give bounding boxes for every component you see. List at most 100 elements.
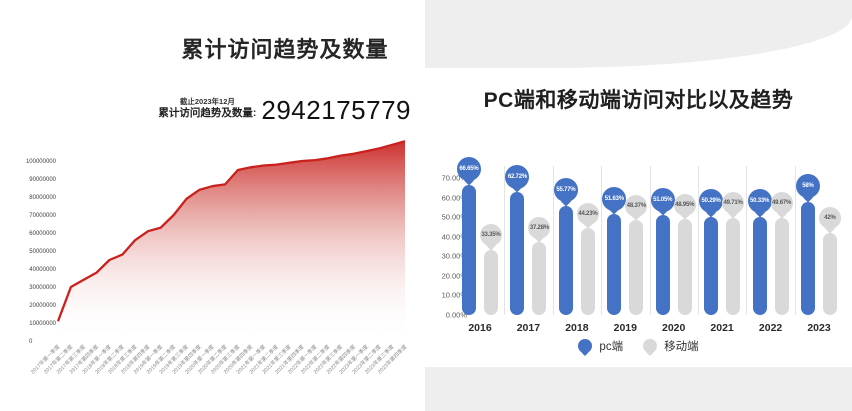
balloon-tail (679, 209, 690, 220)
legend-label: 移动端 (664, 341, 699, 353)
total-caption-label: 累计访问趋势及数量: (158, 107, 257, 120)
y-axis-tick: 60.00% (441, 192, 467, 202)
pc-value-label-2019: 51.63% (602, 186, 627, 215)
pc-bar-2020[interactable] (655, 215, 670, 315)
percent-text: 44.23% (578, 210, 598, 217)
mobile-value-label-2017: 37.28% (528, 216, 551, 243)
pc-bar-2019[interactable] (607, 214, 622, 315)
balloon-tail (560, 196, 571, 207)
percent-text: 51.63% (604, 195, 624, 202)
y-axis-tick: 40000000 (29, 267, 56, 273)
percent-text: 49.71% (723, 200, 743, 207)
percent-text: 33.35% (481, 232, 501, 239)
asof-date-label: 截止2023年12月 (179, 97, 235, 106)
balloon-tail (803, 192, 813, 202)
year-separator-line (794, 166, 796, 315)
mobile-bar-2020[interactable] (677, 219, 692, 315)
legend-item-pc[interactable]: pc端 (578, 338, 623, 357)
legend-marker-icon (643, 339, 658, 357)
percent-text: 42% (824, 215, 836, 222)
total-value: 2942175779 (261, 94, 411, 125)
cumulative-area-chart: 0 10000000 20000000 30000000 40000000 5000000… (26, 140, 409, 375)
y-axis-tick: 50000000 (29, 249, 56, 255)
pc-bar-2023[interactable] (801, 201, 815, 315)
balloon-tail (464, 175, 474, 186)
mobile-value-label-2019: 48.37% (625, 194, 648, 221)
y-axis-tick: 10.00% (441, 290, 467, 300)
year-separator-line (697, 166, 699, 315)
percent-text: 66.65% (459, 166, 479, 173)
mobile-bar-2017[interactable] (532, 242, 547, 315)
y-axis-tick: 100000000 (26, 159, 57, 165)
decorative-band-bottom (425, 367, 852, 411)
area-fill (58, 141, 405, 341)
x-axis-year-label: 2016 (468, 322, 492, 334)
cumulative-total-labels: 截止2023年12月 累计访问趋势及数量: (158, 97, 256, 123)
pc-bar-2022[interactable] (752, 216, 767, 315)
percent-text: 51.05% (653, 196, 673, 203)
balloon-tail (728, 208, 739, 219)
y-axis-tick: 70000000 (29, 213, 56, 219)
pc-mobile-panel: PC端和移动端访问对比以及趋势 70.00% 60.00% 50.00% 40.00%… (425, 0, 852, 411)
trend-line (56, 140, 406, 322)
percent-text: 37.28% (529, 224, 549, 231)
balloon-tail (657, 205, 668, 216)
right-chart-title: PC端和移动端访问对比以及趋势 (483, 89, 794, 112)
pc-value-label-2016: 66.65% (457, 157, 481, 186)
pc-value-label-2021: 50.29% (699, 189, 724, 218)
year-separator-line (649, 166, 651, 315)
mobile-value-label-2021: 49.71% (722, 192, 745, 219)
balloon-tail (609, 204, 620, 215)
mobile-bar-2021[interactable] (726, 217, 741, 315)
percent-text: 55.77% (556, 187, 576, 194)
x-axis-year-label: 2023 (807, 322, 831, 334)
year-separator-line (504, 166, 506, 315)
y-axis-tick: 70.00% (441, 173, 467, 183)
mobile-bar-2016[interactable] (484, 249, 498, 315)
mobile-bar-2018[interactable] (580, 228, 595, 315)
balloon-tail (825, 223, 835, 234)
y-axis-tick: 20000000 (29, 303, 56, 309)
year-separator-line (601, 166, 603, 315)
x-axis-year-label: 2019 (613, 322, 637, 334)
year-separator-line (746, 166, 748, 315)
y-axis-tick: 40.00% (441, 231, 467, 241)
pc-value-label-2023: 58% (796, 174, 820, 202)
x-axis-year-label: 2021 (710, 322, 734, 334)
percent-text: 50.33% (750, 198, 770, 204)
legend-item-mobile[interactable]: 移动端 (643, 338, 699, 357)
pc-value-label-2022: 50.33% (747, 189, 772, 217)
mobile-bar-2019[interactable] (629, 220, 644, 315)
x-axis-year-label: 2020 (662, 322, 686, 334)
balloon-tail (486, 240, 496, 251)
balloon-tail (754, 207, 765, 217)
y-axis-tick: 10000000 (29, 321, 56, 327)
balloon-tail (776, 208, 787, 219)
balloon-tail (512, 182, 523, 193)
mobile-value-label-2020: 48.95% (673, 193, 696, 220)
year-separator-line (552, 166, 554, 315)
balloon-tail (582, 218, 593, 229)
x-axis-year-label: 2018 (565, 322, 589, 334)
x-axis-year-label: 2017 (516, 322, 541, 334)
percent-text: 48.37% (626, 202, 646, 209)
x-axis-year-label: 2022 (758, 322, 783, 334)
pc-bar-2016[interactable] (462, 184, 476, 315)
balloon-tail (631, 210, 642, 221)
mobile-bar-2022[interactable] (774, 217, 789, 315)
pc-bar-2021[interactable] (704, 216, 719, 315)
y-axis-tick: 30000000 (29, 285, 56, 291)
mobile-value-label-2023: 42% (819, 207, 841, 234)
mobile-bar-2023[interactable] (823, 232, 837, 315)
pc-bar-2017[interactable] (510, 192, 525, 315)
y-axis-tick: 80000000 (29, 195, 56, 201)
mobile-value-label-2022: 49.67% (770, 192, 793, 219)
pc-bar-2018[interactable] (558, 205, 573, 315)
percent-text: 49.67% (772, 200, 792, 207)
percent-text: 50.29% (701, 198, 721, 205)
chart-legend: pc端 移动端 (425, 338, 852, 357)
y-axis-tick: 50.00% (441, 212, 467, 222)
percent-text: 48.95% (675, 201, 695, 208)
pc-value-label-2017: 62.72% (505, 164, 530, 193)
